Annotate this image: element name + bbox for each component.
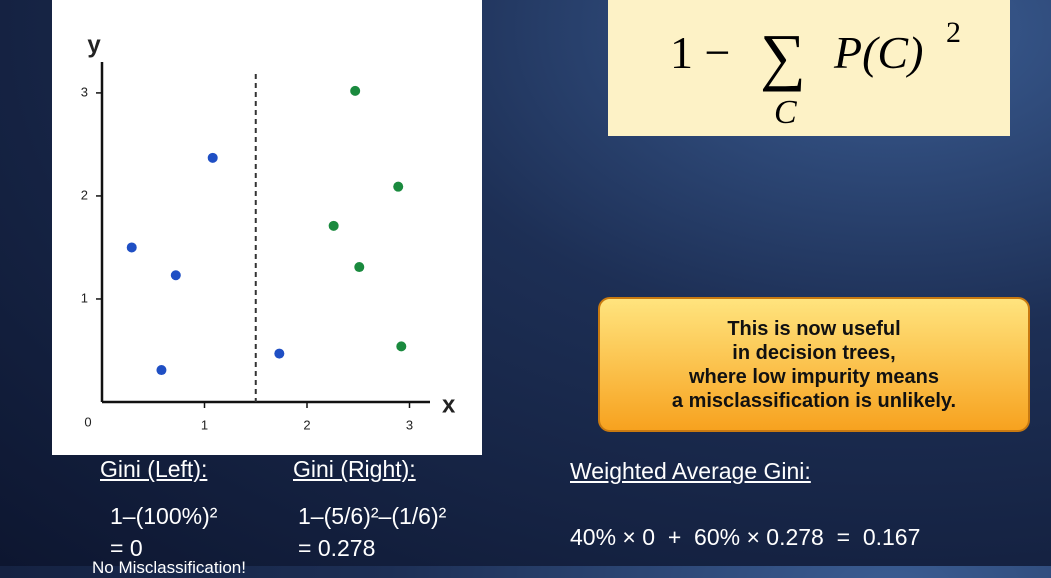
point [328, 220, 339, 231]
slide: x y 0 1 2 3 1 2 3 1 − ∑ C P(C) 2 This is now use… [0, 0, 1051, 566]
point [354, 262, 365, 273]
heading: Gini (Left): [100, 456, 208, 482]
formula-sum: ∑ [760, 21, 806, 92]
point [170, 270, 181, 281]
callout-line: a misclassification is unlikely. [671, 389, 957, 412]
point [393, 181, 404, 192]
x-tick-label: 1 [201, 417, 208, 432]
note: No Misclassification! [92, 558, 246, 577]
y-tick-label: 3 [81, 84, 88, 99]
origin-label: 0 [84, 414, 91, 429]
callout-line: This is now useful [727, 317, 901, 340]
point [156, 365, 167, 376]
callout-line: in decision trees, [732, 341, 896, 364]
chart: x y 0 1 2 3 1 2 3 [52, 0, 482, 455]
heading: Gini (Right): [293, 456, 416, 482]
point [126, 242, 137, 253]
point [207, 152, 218, 163]
point [350, 85, 361, 96]
callout-line: where low impurity means [688, 365, 940, 388]
result: 40% × 0 + 60% × 0.278 = 0.167 [570, 524, 921, 550]
y-tick-label: 2 [81, 187, 88, 202]
point [396, 341, 407, 352]
heading: Weighted Average Gini: [570, 458, 811, 484]
formula-term: P(C) [833, 27, 923, 78]
x-tick-label: 2 [303, 417, 310, 432]
result: = 0 [110, 535, 143, 561]
formula-background [608, 0, 1010, 136]
y-axis-label: y [87, 31, 101, 58]
callout: This is now useful in decision trees, wher… [598, 297, 1030, 432]
formula-text: 1–(5/6)²–(1/6)² [298, 503, 447, 529]
formula-text: 1–(100%)² [110, 503, 218, 529]
formula-lead: 1 − [670, 27, 730, 78]
point [274, 348, 285, 359]
formula-box: 1 − ∑ C P(C) 2 [608, 0, 1010, 136]
formula-index: C [774, 94, 797, 131]
formula-power: 2 [946, 16, 961, 49]
x-tick-label: 3 [406, 417, 413, 432]
y-tick-label: 1 [81, 290, 88, 305]
result: = 0.278 [298, 535, 376, 561]
x-axis-label: x [442, 391, 456, 418]
